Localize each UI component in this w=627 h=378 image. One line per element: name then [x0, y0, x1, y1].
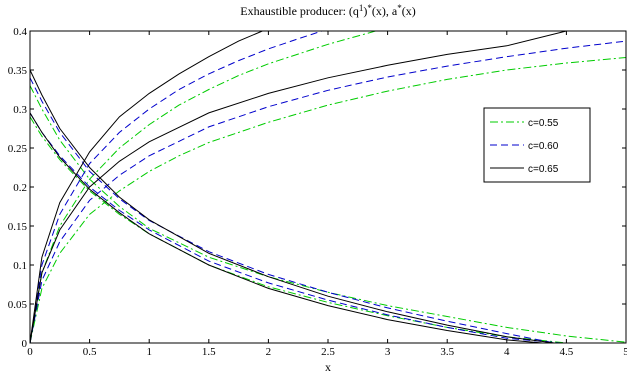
chart-title-superscript-2: * [367, 3, 372, 13]
y-tick-label: 0.05 [8, 299, 28, 311]
y-tick-label: 0.4 [13, 26, 27, 38]
chart-title-superscript-1: 1 [359, 3, 364, 13]
series-3-curve-1 [29, 30, 567, 344]
x-tick-label: 0 [27, 346, 33, 358]
y-tick-label: 0.25 [8, 143, 28, 155]
x-tick-label: 2 [266, 346, 272, 358]
series-1-curve-2 [29, 30, 376, 344]
plot-lines [29, 30, 627, 344]
series-3-curve-2 [29, 30, 263, 344]
x-tick-label: 2.5 [321, 346, 335, 358]
chart-title-part-1: Exhaustible producer: (q [240, 4, 359, 18]
series-1-curve-3 [29, 85, 627, 343]
series-2-curve-3 [29, 77, 555, 344]
x-tick-label: 4.5 [560, 346, 574, 358]
x-tick-label: 4 [504, 346, 510, 358]
legend-label-3: c=0.65 [528, 164, 559, 175]
x-tick-label: 0.5 [83, 346, 97, 358]
y-tick-label: 0.3 [13, 104, 27, 116]
series-2-curve-1 [29, 40, 627, 344]
y-axis-ticks: 0 0.05 0.1 0.15 0.2 0.25 0.3 0.35 0.4 [8, 26, 626, 350]
chart-title-part-3: (x), a [372, 4, 398, 18]
y-tick-label: 0 [22, 338, 28, 350]
x-tick-label: 1.5 [202, 346, 216, 358]
series-1-curve-1 [29, 57, 627, 344]
x-tick-label: 3 [385, 346, 391, 358]
legend-label-2: c=0.60 [528, 141, 559, 152]
chart-title-part-2: ) [363, 4, 367, 18]
legend-label-1: c=0.55 [528, 118, 559, 129]
series-3-curve-4 [29, 112, 543, 344]
chart-title-part-4: (x) [402, 4, 416, 18]
series-3-curve-3 [29, 69, 555, 344]
y-tick-label: 0.15 [8, 221, 28, 233]
y-tick-label: 0.2 [13, 182, 27, 194]
chart-title: Exhaustible producer: (q1)*(x), a*(x) [240, 3, 415, 18]
y-tick-label: 0.1 [13, 260, 27, 272]
x-tick-label: 5 [623, 346, 627, 358]
y-tick-label: 0.35 [8, 65, 28, 77]
series-2-curve-4 [29, 112, 561, 344]
x-tick-label: 3.5 [440, 346, 454, 358]
chart-title-superscript-3: * [397, 3, 402, 13]
legend-entries: c=0.55 c=0.60 c=0.65 [490, 118, 559, 175]
series-2-curve-2 [29, 30, 323, 344]
x-axis-label: x [325, 360, 331, 373]
legend: c=0.55 c=0.60 c=0.65 [483, 107, 591, 183]
x-axis-ticks: 0 0.5 1 1.5 2 2.5 3 3.5 4 4.5 5 [27, 31, 627, 358]
x-tick-label: 1 [146, 346, 152, 358]
